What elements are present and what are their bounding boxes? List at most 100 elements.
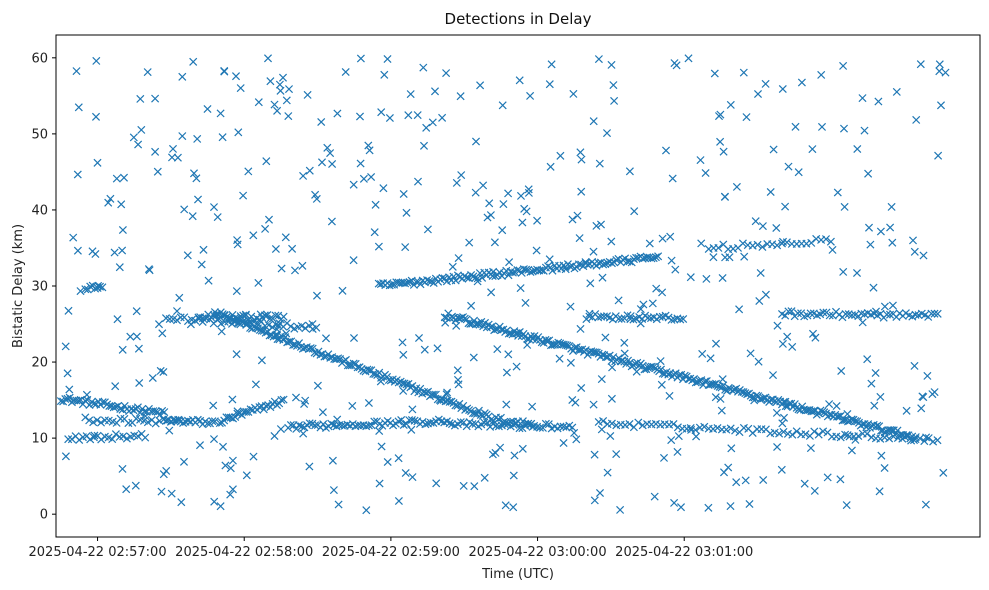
detection-marker — [781, 311, 790, 320]
detection-marker — [311, 190, 320, 199]
detection-marker — [442, 390, 451, 399]
detection-marker — [518, 218, 527, 227]
detection-marker — [61, 394, 70, 404]
detection-marker — [61, 342, 70, 351]
detection-marker — [537, 266, 546, 275]
detection-marker — [63, 394, 72, 403]
detection-marker — [727, 444, 736, 453]
detection-marker — [385, 113, 394, 123]
detection-marker — [116, 404, 125, 414]
detection-marker — [595, 488, 605, 498]
detection-marker — [843, 409, 852, 419]
detection-marker — [414, 333, 424, 343]
detection-marker — [199, 245, 208, 254]
detection-marker — [867, 379, 876, 388]
detection-marker — [581, 259, 590, 268]
detection-marker — [158, 406, 167, 415]
detection-marker — [72, 67, 81, 76]
detection-marker — [412, 277, 421, 286]
detection-marker — [714, 112, 724, 121]
detection-marker — [218, 442, 228, 451]
detection-marker — [151, 147, 160, 156]
detection-marker — [312, 291, 322, 300]
detection-marker — [839, 124, 849, 133]
detection-marker — [710, 69, 719, 78]
detection-marker — [284, 85, 294, 94]
detection-marker — [837, 366, 846, 376]
detection-marker — [585, 309, 594, 318]
detection-marker — [105, 401, 114, 411]
detection-marker — [828, 245, 837, 254]
detection-marker — [754, 357, 763, 366]
detection-marker — [284, 112, 293, 121]
detection-marker — [157, 487, 166, 496]
detection-marker — [863, 355, 872, 364]
detection-marker — [85, 416, 94, 425]
detection-marker — [706, 354, 715, 363]
detection-marker — [746, 349, 755, 358]
detection-marker — [213, 213, 222, 222]
detection-marker — [521, 298, 530, 307]
detection-marker — [107, 402, 116, 411]
detection-marker — [233, 407, 242, 416]
detection-marker — [773, 241, 782, 250]
detection-marker — [239, 191, 248, 200]
detection-marker — [726, 100, 735, 109]
detection-marker — [601, 333, 610, 342]
detection-marker — [493, 345, 502, 354]
detection-marker — [887, 202, 896, 211]
detection-marker — [876, 434, 885, 443]
y-tick-label: 30 — [31, 280, 48, 295]
detection-marker — [602, 129, 612, 138]
y-axis: 0 10 20 30 40 50 60 — [31, 51, 56, 523]
detection-marker — [403, 278, 412, 287]
detection-marker — [665, 391, 674, 400]
detection-marker — [119, 173, 129, 182]
detection-marker — [420, 345, 429, 354]
detection-marker — [220, 67, 229, 76]
detection-marker — [238, 317, 248, 326]
detection-marker — [854, 431, 863, 441]
detection-marker — [462, 422, 471, 431]
detection-marker — [399, 386, 408, 395]
detection-marker — [402, 208, 411, 217]
detection-marker — [338, 286, 347, 295]
detection-marker — [401, 243, 410, 252]
detection-marker — [486, 211, 495, 220]
detection-marker — [407, 425, 416, 434]
detection-marker — [912, 115, 921, 124]
detection-marker — [778, 237, 788, 246]
detection-marker — [454, 380, 463, 389]
detection-marker — [716, 137, 725, 146]
detection-marker — [168, 144, 178, 153]
detection-marker — [522, 265, 531, 274]
detection-marker — [436, 396, 445, 405]
detection-marker — [819, 308, 828, 317]
detection-marker — [249, 452, 258, 461]
detection-marker — [676, 503, 686, 512]
y-tick-label: 0 — [40, 508, 48, 523]
detection-marker — [334, 500, 343, 509]
detection-marker — [291, 393, 301, 402]
detection-marker — [686, 273, 695, 282]
detection-marker — [308, 344, 317, 353]
detection-marker — [535, 423, 545, 432]
detection-marker — [133, 432, 142, 441]
detection-marker — [773, 321, 782, 330]
detection-marker — [430, 87, 440, 96]
detection-marker — [530, 421, 539, 430]
detection-marker — [179, 457, 189, 466]
detection-marker — [333, 415, 342, 424]
detection-marker — [566, 358, 575, 367]
detection-marker — [236, 84, 245, 93]
detection-marker — [376, 377, 385, 386]
detection-marker — [929, 437, 938, 446]
detection-marker — [249, 231, 258, 240]
detection-marker — [317, 158, 327, 167]
detection-marker — [594, 258, 603, 268]
detection-marker — [892, 87, 901, 96]
detection-marker — [533, 216, 542, 225]
detection-marker — [609, 81, 618, 90]
detection-marker — [90, 431, 99, 440]
detection-marker — [568, 423, 577, 432]
